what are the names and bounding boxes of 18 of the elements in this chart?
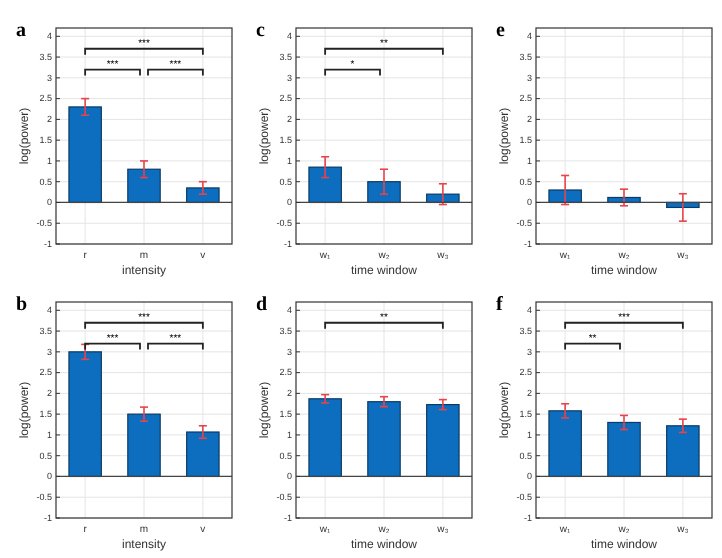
bar [127,168,161,204]
bar [666,425,700,478]
bar [127,413,161,478]
bar [548,410,582,478]
chart-title: d [256,294,268,316]
bar [548,189,582,204]
chart-title: e [496,20,506,42]
bar [367,181,401,204]
chart-title: c [256,20,266,42]
chart-title: b [16,294,28,316]
bar [308,166,342,204]
bar [186,431,220,478]
bar [68,351,102,478]
bar [607,421,641,478]
chart-title: f [496,294,504,316]
bar [68,106,102,204]
bar [186,187,220,204]
chart-title: a [16,20,26,42]
